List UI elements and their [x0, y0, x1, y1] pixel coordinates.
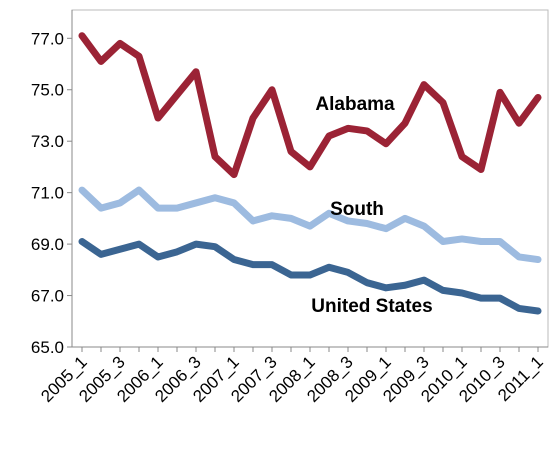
- series-line: [78, 32, 542, 179]
- series-label: Alabama: [315, 94, 395, 115]
- series-label: United States: [311, 296, 432, 317]
- series-line: [78, 186, 542, 264]
- y-tick-label: 67.0: [31, 287, 64, 306]
- series-line: [78, 238, 542, 315]
- y-tick-label: 75.0: [31, 81, 64, 100]
- y-tick-label: 65.0: [31, 338, 64, 357]
- y-tick-label: 77.0: [31, 29, 64, 48]
- y-tick-label: 73.0: [31, 132, 64, 151]
- y-tick-label: 71.0: [31, 184, 64, 203]
- series-label: South: [330, 199, 384, 220]
- y-tick-label: 69.0: [31, 235, 64, 254]
